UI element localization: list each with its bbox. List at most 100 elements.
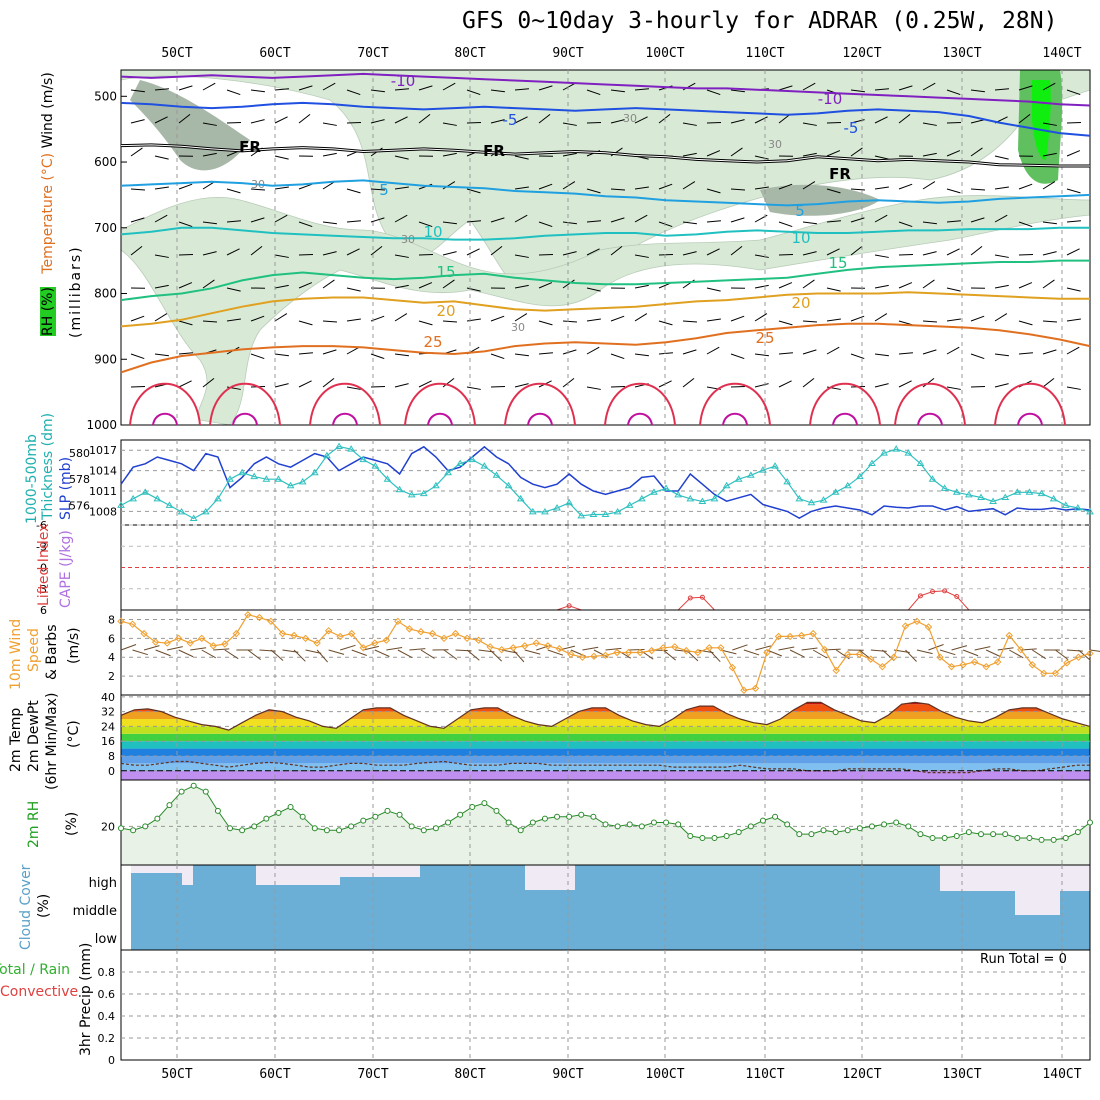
rh-tick: 20 xyxy=(101,820,115,833)
wind-barb xyxy=(946,188,961,194)
wind-barb xyxy=(826,346,840,355)
isotherm-30 xyxy=(604,382,676,426)
isotherm-35 xyxy=(917,412,943,426)
wind-barb xyxy=(730,119,745,124)
wind-marker xyxy=(1051,669,1060,677)
wind-barb xyxy=(370,188,386,191)
temp-tick: 32 xyxy=(101,706,115,719)
wind-barb xyxy=(730,188,746,191)
wind-barb xyxy=(658,320,673,326)
wind-barb xyxy=(970,217,985,223)
wind-barb xyxy=(514,214,528,223)
wind-marker xyxy=(336,632,344,641)
wind-barb xyxy=(778,646,795,651)
rh-marker xyxy=(808,831,815,838)
wind-marker xyxy=(936,653,944,661)
rh-marker xyxy=(1026,834,1033,841)
rh-marker xyxy=(759,817,766,824)
rh-marker xyxy=(614,823,621,830)
millibars-label: (millibars) xyxy=(68,245,84,338)
contour-label: FR xyxy=(483,142,505,160)
lifted-index-line xyxy=(121,590,1090,611)
rh-marker xyxy=(190,782,197,789)
rh-marker xyxy=(541,815,548,822)
rh-marker xyxy=(893,819,900,826)
wind-barb xyxy=(370,119,385,124)
rh-marker xyxy=(699,834,706,841)
wind-barb xyxy=(1042,82,1056,91)
rh-marker xyxy=(868,823,875,830)
wind-marker xyxy=(832,666,840,675)
temp-tick: 40 xyxy=(101,691,115,704)
lifted-index-label: Lifted Index xyxy=(36,523,52,606)
thickness-marker xyxy=(347,445,356,452)
wind-marker xyxy=(221,640,229,648)
rh-saturated-area xyxy=(1032,80,1051,160)
wind-barb xyxy=(409,648,426,651)
wind-barb xyxy=(250,315,265,322)
wind-barb xyxy=(420,649,435,659)
rh-marker xyxy=(1050,836,1057,843)
thickness-marker xyxy=(601,510,610,518)
wind-barb xyxy=(708,649,721,663)
precip-unit-label: 3hr Precip (mm) xyxy=(78,942,94,1056)
wind-marker xyxy=(405,625,414,633)
thickness-marker xyxy=(868,459,876,467)
wind-barb xyxy=(994,353,1009,357)
wind-barb xyxy=(178,85,193,91)
wind-barb xyxy=(658,183,673,190)
wind-barb xyxy=(706,188,721,194)
wind-barb xyxy=(547,649,564,656)
wind-barb xyxy=(778,352,793,355)
time-label: 50CT xyxy=(161,46,193,61)
contour-label: 15 xyxy=(828,254,847,272)
temp-band xyxy=(121,763,1090,771)
wind-barb xyxy=(394,284,409,289)
wind-barb xyxy=(778,85,793,91)
wind-barb xyxy=(586,386,601,390)
cloud-edge xyxy=(121,865,131,950)
wind-barb xyxy=(898,282,913,289)
wind-marker xyxy=(232,629,241,638)
wind-barb xyxy=(274,155,289,160)
wind-marker xyxy=(544,642,552,650)
wind-barb xyxy=(970,245,983,256)
time-label: 80CT xyxy=(454,46,486,61)
wind-marker xyxy=(1074,653,1083,661)
contour-label: 30 xyxy=(401,233,415,246)
wind-barb xyxy=(586,248,600,256)
isotherm-FR-inner xyxy=(120,144,1090,167)
wind-barb xyxy=(538,85,553,91)
pressure-tick: 800 xyxy=(94,287,117,301)
thickness-marker xyxy=(274,475,283,482)
precip-tick: 0 xyxy=(108,1054,115,1067)
wind-barb xyxy=(898,113,911,124)
wind-marker xyxy=(371,639,379,647)
wind-marker xyxy=(982,662,990,671)
wind-barb xyxy=(298,221,313,228)
wind-barb xyxy=(490,353,505,360)
wind-barb xyxy=(370,353,385,360)
wind-barb xyxy=(514,284,529,289)
wind-barb xyxy=(582,646,599,651)
wind-barb xyxy=(658,352,673,355)
rh-marker xyxy=(856,825,863,832)
wind-barb xyxy=(586,220,601,223)
contour-label: 30 xyxy=(623,112,637,125)
rh-marker xyxy=(384,807,391,814)
wind-marker xyxy=(1017,645,1025,654)
wind-barb xyxy=(397,649,413,658)
rh-area xyxy=(120,195,1091,426)
rh-marker xyxy=(844,827,851,834)
wind-barb xyxy=(442,377,455,388)
wind-barb xyxy=(732,644,748,651)
wind-barb xyxy=(1066,188,1081,194)
cloud-level-label: middle xyxy=(73,904,117,919)
rh-marker xyxy=(287,804,294,811)
wind-marker xyxy=(601,651,610,660)
thickness-label-1: 1000-500mb xyxy=(24,434,40,524)
wind-barb xyxy=(994,254,1009,258)
wind-barb xyxy=(562,377,575,388)
wind-barb xyxy=(946,318,961,322)
